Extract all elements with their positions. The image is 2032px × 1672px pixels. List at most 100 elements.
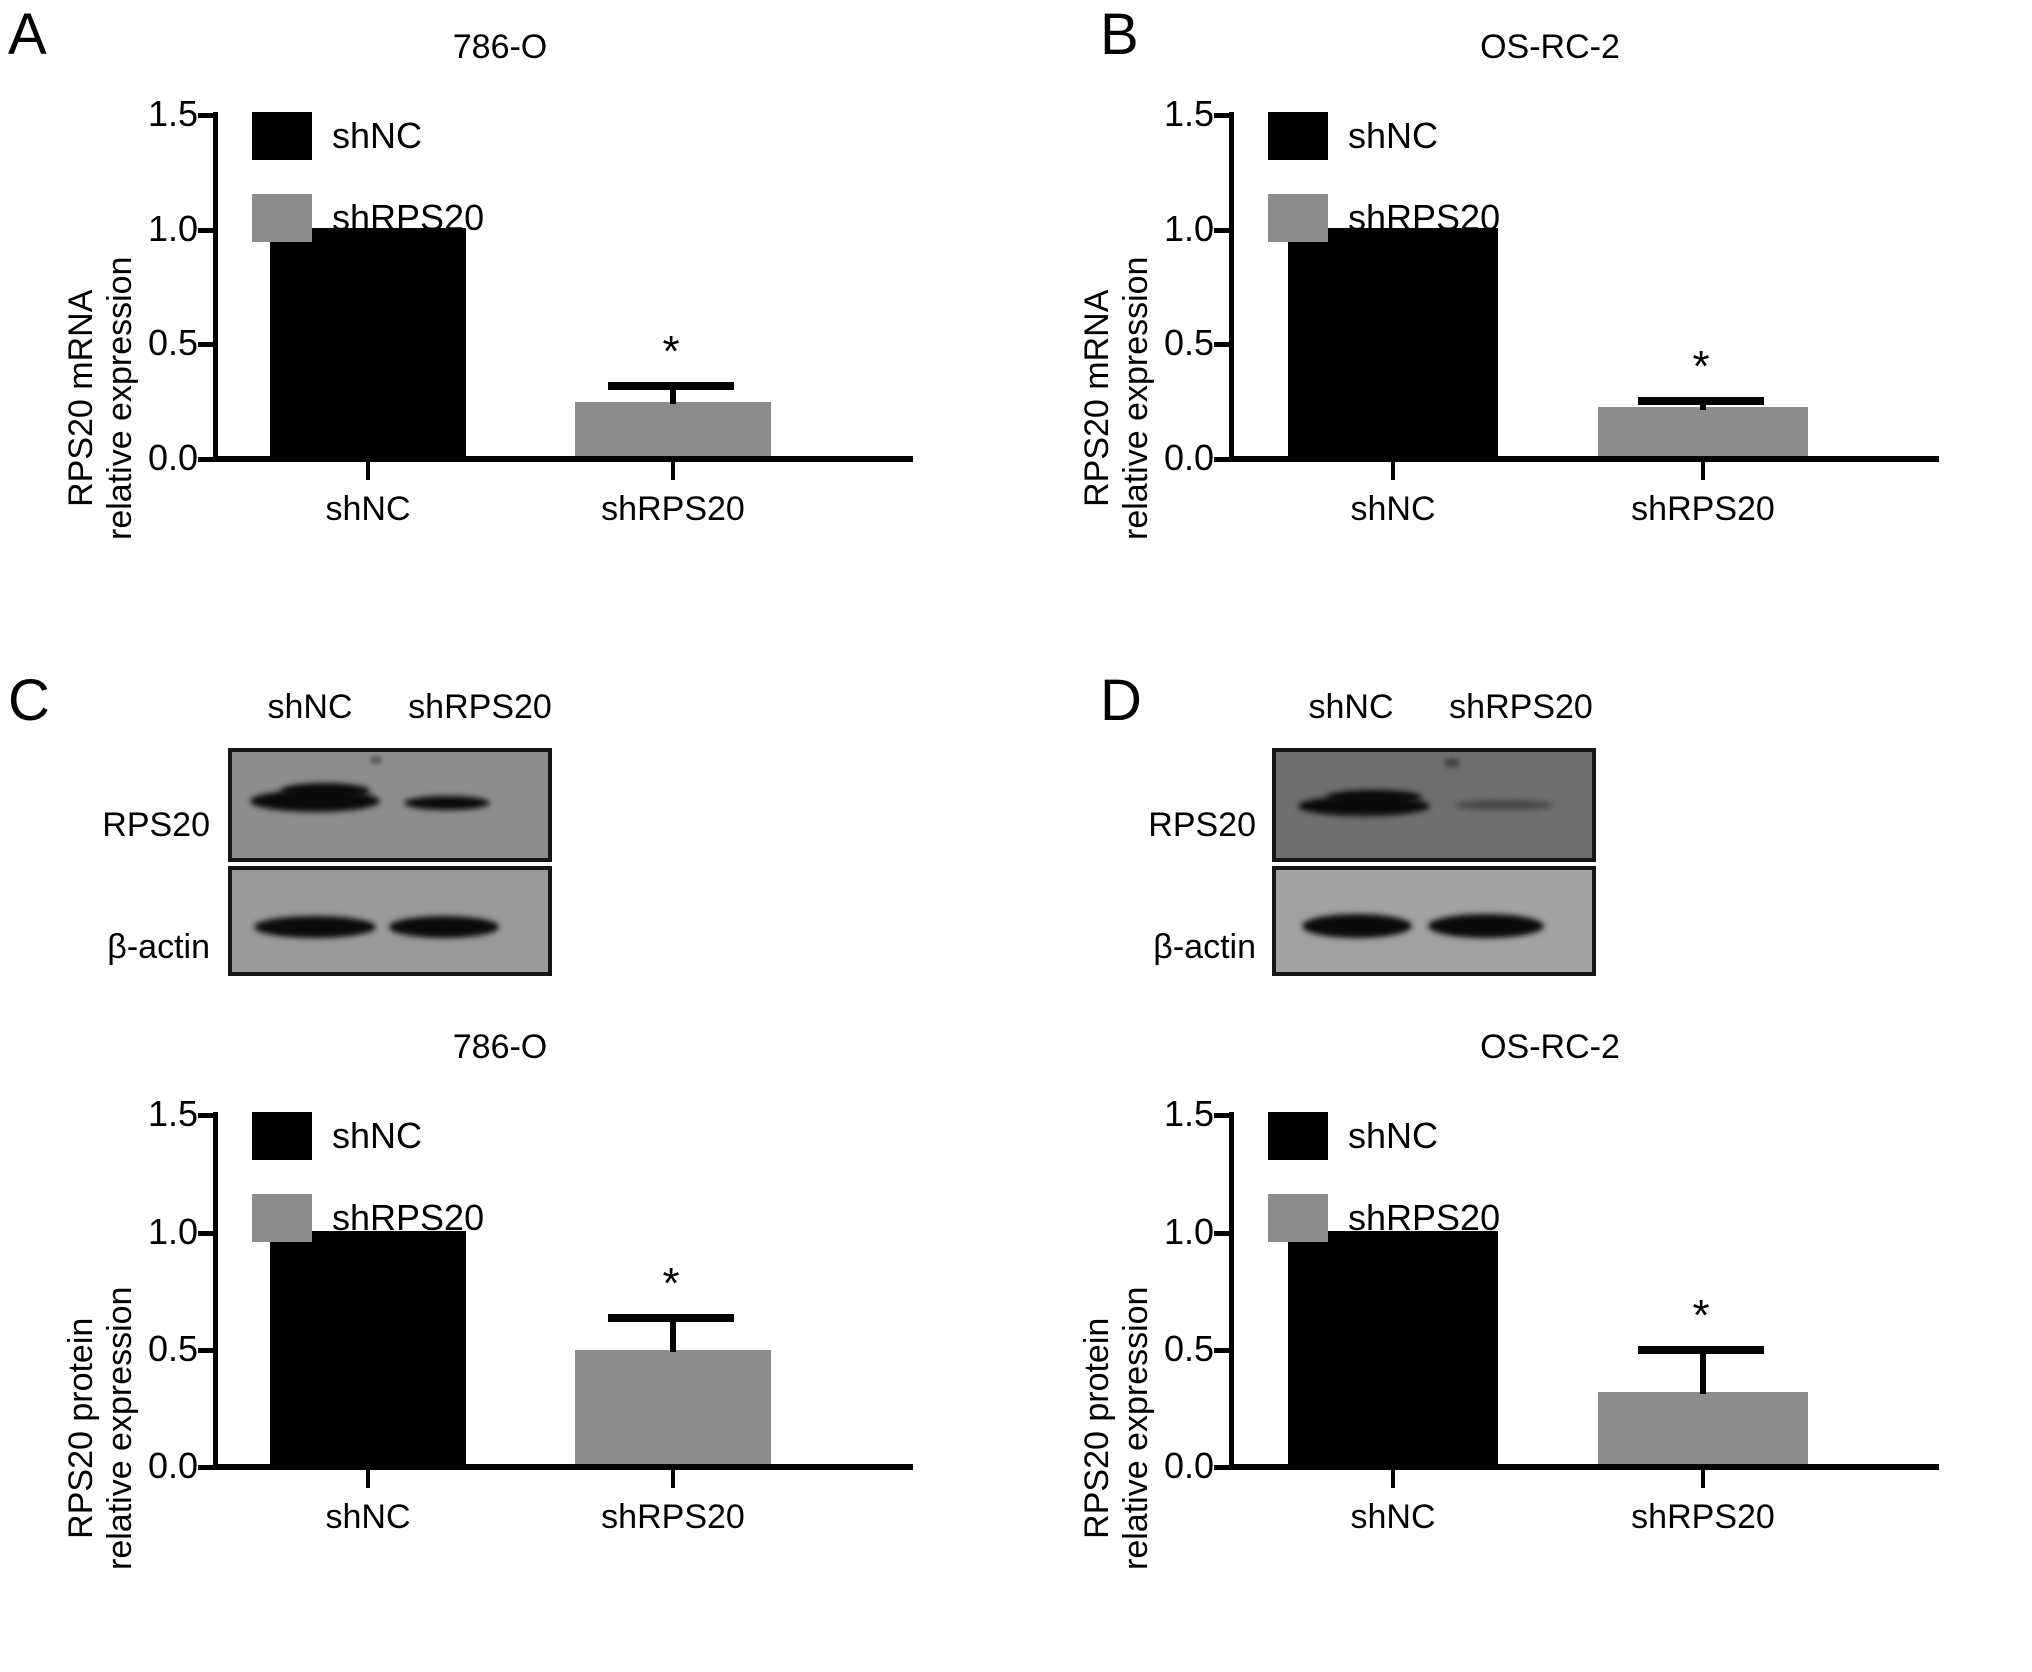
chart-c-xtick-0	[366, 1470, 370, 1488]
chart-d-xtick-1	[1701, 1470, 1705, 1488]
chart-d-ylabel: RPS20 protein relative expression	[1078, 1287, 1157, 1570]
chart-c-ytick-3	[198, 1113, 215, 1118]
chart-d-significance-star: *	[1692, 1291, 1710, 1340]
chart-a-ytick-label-2: 1.0	[147, 208, 198, 249]
chart-d-bar-shnc	[1288, 1231, 1498, 1464]
chart-b-legend-label-shnc: shNC	[1348, 115, 1439, 156]
chart-panel-c: RPS20 protein relative expression 0.0 0.…	[0, 1096, 1010, 1670]
chart-d-ylabel-line2: relative expression	[1117, 1286, 1156, 1570]
chart-a-errorbar-cap	[608, 382, 734, 390]
chart-a-xtick-0	[366, 462, 370, 480]
chart-a-bar-shrps20	[575, 402, 771, 456]
chart-a-xtick-label-1: shRPS20	[601, 490, 745, 528]
blot-c-rowlabel-bactin: β-actin	[107, 928, 210, 966]
chart-d-ytick-label-2: 1.0	[1163, 1211, 1214, 1252]
blot-d-header-shrps20: shRPS20	[1449, 688, 1593, 726]
blot-c-rowlabel-rps20: RPS20	[102, 806, 210, 844]
chart-b-legend-label-shrps20: shRPS20	[1348, 197, 1501, 238]
chart-a-y-axis	[213, 112, 218, 462]
chart-c-errorbar-stem	[670, 1318, 676, 1352]
chart-c-legend-label-shnc: shNC	[332, 1115, 423, 1156]
chart-a-legend-label-shnc: shNC	[332, 115, 423, 156]
chart-b-ytick-1	[1214, 342, 1231, 347]
chart-c-ytick-1	[198, 1348, 215, 1353]
chart-c-ytick-label-1: 0.5	[147, 1328, 198, 1369]
chart-a-xtick-label-0: shNC	[325, 490, 411, 528]
chart-c-significance-star: *	[662, 1259, 680, 1308]
blot-panel-c: shNC shRPS20 RPS20 β-actin	[0, 690, 1010, 980]
chart-d-xtick-label-1: shRPS20	[1631, 1498, 1775, 1536]
chart-d-errorbar-stem	[1700, 1350, 1706, 1394]
chart-b-ytick-label-2: 1.0	[1163, 208, 1214, 249]
chart-a-ylabel-line1: RPS20 mRNA	[62, 289, 100, 507]
panel-d-chart-title: OS-RC-2	[1480, 1028, 1620, 1066]
chart-c-ylabel-line1: RPS20 protein	[62, 1317, 100, 1539]
chart-d-legend-label-shrps20: shRPS20	[1348, 1197, 1501, 1238]
blot-d-speck-icon	[1444, 758, 1460, 768]
chart-a-ytick-2	[198, 228, 215, 233]
chart-b-bar-shrps20	[1598, 407, 1808, 456]
chart-c-ylabel-line2: relative expression	[101, 1286, 140, 1570]
panel-c-chart-title: 786-O	[452, 1028, 548, 1066]
blot-d-band-rps20-shrps20	[1454, 800, 1554, 810]
blot-d-rowlabel-rps20: RPS20	[1148, 806, 1256, 844]
chart-c-xtick-label-0: shNC	[325, 1498, 411, 1536]
chart-a-ylabel: RPS20 mRNA relative expression	[62, 257, 141, 540]
legend-swatch-shrps20-icon	[1268, 1194, 1328, 1242]
chart-c-bar-shnc	[270, 1231, 466, 1464]
blot-c-band-bactin-shrps20	[389, 916, 499, 938]
chart-a-ytick-label-1: 0.5	[147, 322, 198, 363]
blot-d-band-bactin-shrps20	[1428, 914, 1544, 938]
chart-c-errorbar-cap	[608, 1314, 734, 1322]
chart-c-y-axis	[213, 1112, 218, 1470]
blot-c-box-rps20	[228, 748, 552, 862]
chart-d-errorbar-cap	[1638, 1346, 1764, 1354]
blot-c-header-shnc: shNC	[267, 688, 353, 726]
chart-b-xtick-1	[1701, 462, 1705, 480]
blot-d-header-shnc: shNC	[1308, 688, 1394, 726]
chart-panel-a: RPS20 mRNA relative expression 0.0 0.5 1…	[0, 96, 1010, 660]
chart-d-y-axis	[1229, 1112, 1234, 1470]
chart-b-xtick-label-0: shNC	[1350, 490, 1436, 528]
chart-b-ylabel-line2: relative expression	[1117, 256, 1156, 540]
blot-c-band-bactin-shnc	[254, 916, 376, 938]
blot-d-box-rps20	[1272, 748, 1596, 862]
chart-b-errorbar-stem	[1700, 400, 1706, 410]
blot-panel-d: shNC shRPS20 RPS20 β-actin	[1016, 690, 2032, 980]
chart-d-ytick-label-0: 0.0	[1163, 1445, 1214, 1486]
chart-a-xtick-1	[671, 462, 675, 480]
chart-d-ylabel-line1: RPS20 protein	[1078, 1317, 1116, 1539]
chart-c-x-axis	[213, 1464, 913, 1470]
chart-b-x-axis	[1229, 456, 1939, 462]
legend-swatch-shnc-icon	[1268, 112, 1328, 160]
chart-d-xtick-0	[1391, 1470, 1395, 1488]
chart-panel-d: RPS20 protein relative expression 0.0 0.…	[1016, 1096, 2032, 1670]
chart-c-ytick-2	[198, 1231, 215, 1236]
chart-c-legend-label-shrps20: shRPS20	[332, 1197, 485, 1238]
chart-b-y-axis	[1229, 112, 1234, 462]
chart-d-x-axis	[1229, 1464, 1939, 1470]
chart-d-ytick-0	[1214, 1465, 1231, 1470]
legend-swatch-shrps20-icon	[252, 1194, 312, 1242]
chart-b-ytick-label-0: 0.0	[1163, 437, 1214, 478]
chart-a-significance-star: *	[662, 327, 680, 376]
chart-d-legend-label-shnc: shNC	[1348, 1115, 1439, 1156]
chart-b-xtick-0	[1391, 462, 1395, 480]
chart-d-xtick-label-0: shNC	[1350, 1498, 1436, 1536]
legend-swatch-shrps20-icon	[1268, 194, 1328, 242]
panel-letter-c: C	[8, 668, 50, 733]
chart-c-xtick-1	[671, 1470, 675, 1488]
legend-swatch-shrps20-icon	[252, 194, 312, 242]
blot-c-speck-icon	[370, 756, 382, 764]
chart-a-ytick-1	[198, 342, 215, 347]
chart-a-legend-label-shrps20: shRPS20	[332, 197, 485, 238]
chart-c-bar-shrps20	[575, 1350, 771, 1464]
chart-d-ytick-1	[1214, 1348, 1231, 1353]
chart-d-bar-shrps20	[1598, 1392, 1808, 1464]
chart-c-xtick-label-1: shRPS20	[601, 1498, 745, 1536]
chart-b-ylabel-line1: RPS20 mRNA	[1078, 289, 1116, 507]
blot-d-band-bactin-shnc	[1302, 914, 1412, 938]
blot-d-rowlabel-bactin: β-actin	[1153, 928, 1256, 966]
blot-c-band-rps20-shrps20	[404, 796, 490, 810]
